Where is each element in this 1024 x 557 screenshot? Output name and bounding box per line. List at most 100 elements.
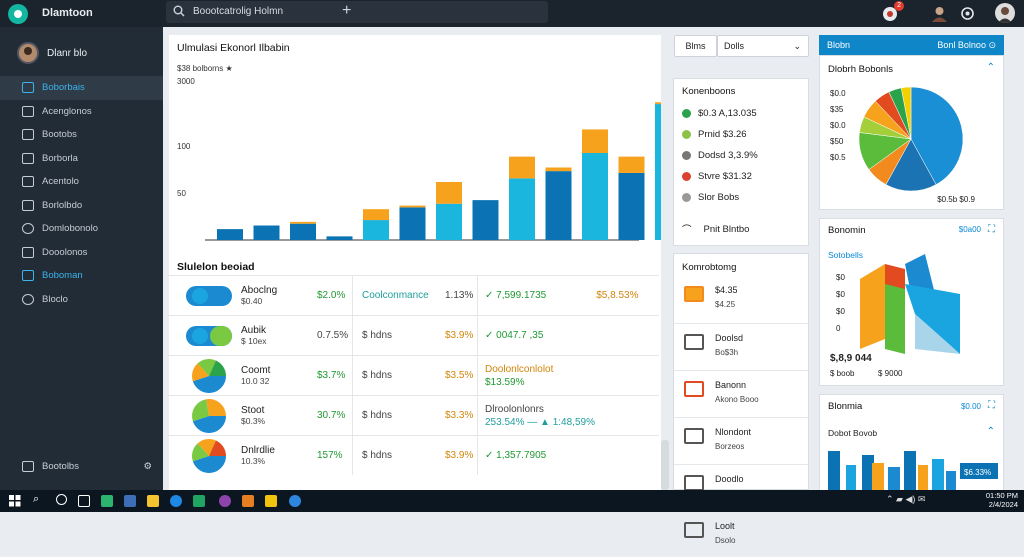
nav-item-icon	[22, 176, 34, 188]
sidebar-item-10[interactable]: Bloclo	[0, 288, 163, 312]
sidebar-item-8[interactable]: Dooolonos	[0, 241, 163, 265]
cube-card-link[interactable]: $0a00	[958, 225, 981, 234]
summary-footer[interactable]: ⌒ Pnit Blntbo	[682, 222, 749, 237]
3d-chart	[860, 254, 960, 354]
sidebar-item-2[interactable]: Acenglonos	[0, 100, 163, 124]
bar-series-2	[290, 221, 316, 224]
summary-row[interactable]: Stvre $31.32	[682, 171, 752, 182]
status-dot-icon	[682, 109, 691, 118]
summary-row[interactable]: Slor Bobs	[682, 192, 739, 203]
profile-icon[interactable]	[930, 4, 949, 23]
sidebar-item-6[interactable]: Borlolbdo	[0, 194, 163, 218]
right-header-link[interactable]: Bonl Bolnoo ⊙	[937, 40, 996, 50]
bar-series-1	[582, 153, 608, 240]
sidebar-item-1[interactable]: Boborbais	[0, 76, 163, 100]
sidebar-item-5[interactable]: Acentolo	[0, 170, 163, 194]
clock[interactable]: 01:50 PM 2/4/2024	[958, 491, 1018, 509]
settings-icon[interactable]	[958, 4, 977, 23]
data-table: Aboclng $0.40 $2.0% Coolconmance 1.13% ✓ 7,59…	[169, 275, 659, 490]
search-icon[interactable]: ⌕	[33, 493, 40, 505]
app-icon-6[interactable]	[265, 495, 277, 507]
sidebar-item-3[interactable]: Bootobs	[0, 123, 163, 147]
app-logo-icon[interactable]	[8, 4, 28, 24]
y-tick-label: 50	[177, 189, 186, 198]
folder-icon[interactable]	[147, 495, 159, 507]
gear-icon[interactable]: ⚙	[143, 461, 152, 472]
expand-icon[interactable]: ⛶	[988, 400, 995, 411]
summary-row[interactable]: $0.3 A,13.035	[682, 108, 757, 119]
browser-icon[interactable]	[289, 495, 301, 507]
sidebar-item-label: Dooolonos	[42, 246, 88, 258]
cortana-icon[interactable]	[56, 494, 67, 505]
list-item-title: Loolt	[715, 521, 735, 531]
expand-icon[interactable]: ⛶	[988, 224, 995, 235]
bar-series-2	[509, 156, 535, 179]
column-divider	[477, 436, 478, 475]
column-divider	[477, 316, 478, 355]
row-name-cell: Aubik $ 10ex	[241, 316, 267, 355]
sidebar: Dlanr blo Boborbais Acenglonos Bootobs B…	[0, 27, 163, 490]
table-row[interactable]: Aubik $ 10ex 0.7.5% $ hdns $3.9% ✓ 0047.7 ,35	[169, 315, 659, 355]
row-col4: Doolonlconlolot $13.59%	[485, 356, 553, 395]
sidebar-item-7[interactable]: Domlobonolo	[0, 217, 163, 241]
sidebar-item-4[interactable]: Borborla	[0, 147, 163, 171]
search-icon	[173, 5, 185, 17]
sidebar-item-9[interactable]: Boboman	[0, 264, 163, 288]
app-icon-1[interactable]	[101, 495, 113, 507]
list-item[interactable]: $4.35 $4.25	[674, 276, 808, 322]
pie-tick-label: $0.5	[830, 153, 846, 162]
column-divider	[352, 436, 353, 475]
bar-series-1	[655, 104, 661, 240]
sidebar-footer[interactable]: Bootolbs ⚙	[22, 461, 152, 472]
pie-card: Dlobrh Bobonls ⌃ $0.0 $35 $0.0 $50 $0.5 $0.5…	[819, 55, 1004, 210]
list-item-icon	[684, 381, 704, 397]
bar-series-1	[326, 236, 353, 240]
bars-card-link[interactable]: $0.00	[960, 402, 981, 411]
list-item[interactable]: Doolsd Bo$3h	[674, 323, 808, 369]
start-icon[interactable]	[9, 495, 21, 507]
account-avatar[interactable]	[995, 3, 1015, 23]
row-chart-icon	[184, 356, 234, 395]
list-item[interactable]: Loolt Dsolo	[674, 511, 808, 557]
app-title: Dlamtoon	[42, 7, 93, 19]
collapse-icon[interactable]: ⌃	[986, 426, 995, 437]
column-divider	[477, 276, 478, 315]
bars-legend-2: $0.00%	[964, 478, 992, 487]
bar-series-1	[217, 229, 243, 240]
cube-value: $,8,9 044	[830, 353, 872, 364]
search-input[interactable]: Boootcatrolig Holmn +	[166, 1, 548, 23]
add-icon[interactable]: +	[342, 2, 352, 19]
edge-icon[interactable]	[170, 495, 182, 507]
table-row[interactable]: Stoot $0.3% 30.7% $ hdns $3.3% Dlroolonlonrs 2…	[169, 395, 659, 435]
filter-button[interactable]: Blms	[674, 35, 717, 57]
app-icon-5[interactable]	[242, 495, 254, 507]
app-icon-4[interactable]	[219, 495, 231, 507]
footer-icon	[22, 461, 34, 472]
row-col4: ✓ 1,357.7905	[485, 436, 596, 475]
app-icon-3[interactable]	[193, 495, 205, 507]
collapse-icon[interactable]: ⌃	[986, 62, 995, 73]
list-item[interactable]: Banonn Akono Booo	[674, 370, 808, 416]
bars-card-title: Blonmia	[828, 401, 863, 412]
scrollbar[interactable]	[661, 440, 669, 490]
list-item[interactable]: Nlondont Borzeos	[674, 417, 808, 463]
row-col3-value: 1.13%	[445, 290, 474, 301]
filter-select[interactable]: Dolls ⌄	[717, 35, 809, 57]
table-row[interactable]: Aboclng $0.40 $2.0% Coolconmance 1.13% ✓ 7,59…	[169, 275, 659, 315]
sidebar-item-label: Boborbais	[42, 82, 85, 94]
link-icon: ⌒	[682, 225, 692, 236]
notifications-icon[interactable]: 2	[881, 1, 904, 23]
app-icon-2[interactable]	[124, 495, 136, 507]
table-row[interactable]: Dnlrdlie 10.3% 157% $ hdns $3.9% ✓ 1,357.7905	[169, 435, 659, 475]
row-percent: 0.7.5%	[317, 330, 349, 341]
summary-row[interactable]: Prnid $3.26	[682, 129, 747, 140]
row-col4-main: Doolonlconlolot	[485, 363, 554, 375]
column-divider	[477, 396, 478, 435]
table-row[interactable]: Coomt 10.0 32 $3.7% $ hdns $3.5% Doolonlconlo…	[169, 355, 659, 395]
task-view-icon[interactable]	[78, 495, 90, 507]
list-item-sub: $4.25	[715, 300, 736, 309]
bar-series-2	[545, 167, 572, 172]
tray-icons[interactable]: ⌃ ▰ ◀) ✉	[886, 494, 926, 504]
summary-row[interactable]: Dodsd 3,3.9%	[682, 150, 758, 161]
user-profile[interactable]: Dlanr blo	[17, 42, 87, 64]
